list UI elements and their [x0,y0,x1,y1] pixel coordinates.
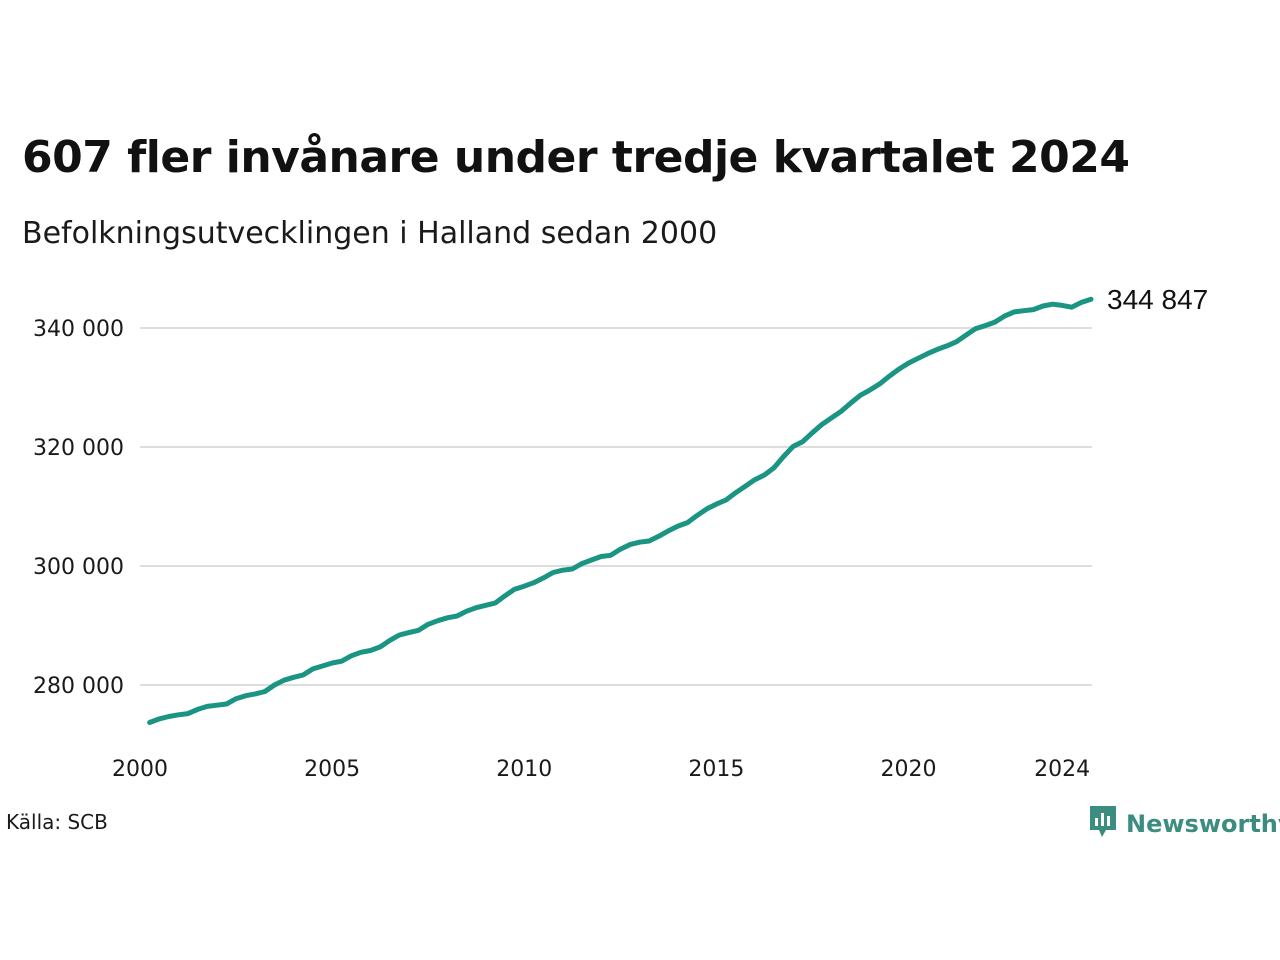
series-line [147,296,1094,725]
x-tick-label: 2005 [304,757,360,782]
y-axis-tick-labels: 280 000 300 000 320 000 340 000 [33,317,124,699]
x-tick-label: 2010 [496,757,552,782]
x-tick-label: 2020 [880,757,936,782]
x-tick-label: 2024 [1034,757,1090,782]
x-tick-label: 2015 [688,757,744,782]
source-note: Källa: SCB [6,810,108,834]
chart-subtitle: Befolkningsutvecklingen i Halland sedan … [22,216,718,251]
grid-lines [140,327,1092,686]
brand: Newsworthy [1088,804,1280,844]
brand-name: Newsworthy [1126,810,1280,838]
y-tick-label: 300 000 [33,555,124,580]
last-value-label: 344 847 [1107,284,1208,315]
y-tick-label: 280 000 [33,674,124,699]
chart-title: 607 fler invånare under tredje kvartalet… [22,132,1130,183]
series-group [147,296,1094,725]
x-axis-tick-labels: 2000 2005 2010 2015 2020 2024 [112,757,1090,782]
y-tick-label: 320 000 [33,436,124,461]
newsworthy-logo-icon [1088,804,1118,844]
y-tick-label: 340 000 [33,317,124,342]
x-tick-label: 2000 [112,757,168,782]
